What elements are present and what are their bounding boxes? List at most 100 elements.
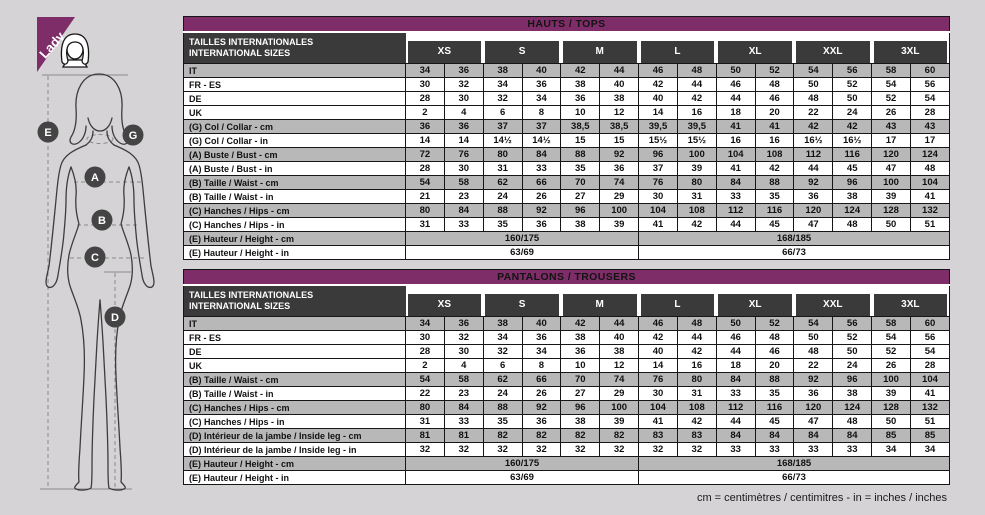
size-value: 33 [443,414,484,429]
size-value: 33 [443,217,484,232]
row-label: FR - ES [183,77,406,92]
size-value: 30 [443,161,484,176]
size-group-xl: XL [716,284,794,317]
size-group-l: L [638,284,717,317]
size-value: 27 [560,189,601,204]
table-row: (C) Hanches / Hips - cm 80 84 88 92 96 100 104 1… [183,203,950,218]
size-value: 80 [676,372,717,387]
size-value: 84 [521,147,562,162]
size-value: 52 [754,63,795,78]
size-value: 15½ [676,133,717,148]
size-value: 39 [676,161,717,176]
size-group-m: M [560,284,639,317]
size-value: 23 [443,189,484,204]
size-value: 112 [793,147,834,162]
row-label: (A) Buste / Bust - in [183,161,406,176]
size-value: 38 [832,189,873,204]
size-value: 42 [676,91,717,106]
size-value: 2 [405,358,445,373]
size-value: 32 [521,442,562,457]
size-value: 33 [521,161,562,176]
size-value: 88 [482,203,523,218]
size-value: 128 [871,203,911,218]
size-value: 84 [715,175,756,190]
size-value: 48 [793,344,834,359]
size-value: 38 [560,77,601,92]
row-label: DE [183,344,406,359]
size-value: 28 [405,91,445,106]
size-value: 29 [599,386,640,401]
size-value: 92 [793,372,834,387]
size-value: 50 [832,344,873,359]
table-row: (E) Hauteur / Height - in 63/69 66/73 [183,470,950,485]
size-value: 72 [405,147,445,162]
row-label: (C) Hanches / Hips - cm [183,400,406,415]
size-value: 83 [638,428,678,443]
size-value: 31 [405,414,445,429]
measurement-point-label: D [111,312,119,324]
size-value: 36 [560,91,601,106]
size-value: 54 [871,77,911,92]
size-value: 44 [715,217,756,232]
measurement-point-g [122,124,144,146]
size-value: 35 [482,217,523,232]
size-value: 54 [871,330,911,345]
table-row: (G) Col / Collar - in 14 14 14½ 14½ 15 15 15½ 15… [183,133,950,148]
size-tables: HAUTS / TOPS TAILLES INTERNATIONALES INTE… [183,16,951,504]
size-value: 15½ [638,133,678,148]
size-value: 54 [405,372,445,387]
size-value: 22 [405,386,445,401]
size-value: 33 [715,386,756,401]
size-value: 58 [871,63,911,78]
size-value: 124 [832,203,873,218]
size-value: 47 [793,414,834,429]
size-value: 56 [909,330,951,345]
size-value: 45 [754,217,795,232]
size-value: 32 [443,330,484,345]
size-value: 104 [638,203,678,218]
size-value: 42 [676,414,717,429]
size-value: 39,5 [676,119,717,134]
table-row: (A) Buste / Bust - cm 72 76 80 84 88 92 96 100 10… [183,147,950,162]
size-value: 116 [754,203,795,218]
size-value-merged: 63/69 [404,245,640,260]
size-value: 33 [715,189,756,204]
size-value: 36 [443,119,484,134]
size-value: 23 [443,386,484,401]
size-value-merged: 66/73 [638,245,950,260]
row-label: DE [183,91,406,106]
size-value: 15 [599,133,640,148]
size-value: 41 [715,161,756,176]
size-value: 45 [754,414,795,429]
size-value: 37 [521,119,562,134]
size-value: 14 [443,133,484,148]
size-value: 120 [871,147,911,162]
size-value: 51 [909,414,951,429]
woman-head-icon [60,33,90,68]
lady-badge-triangle [37,17,75,72]
size-value: 58 [443,372,484,387]
size-value: 82 [560,428,601,443]
size-value: 6 [482,105,523,120]
table-row: (C) Hanches / Hips - in 31 33 35 36 38 39 41 42 4… [183,414,951,429]
size-value: 62 [482,372,523,387]
measurement-point-e [37,121,59,143]
size-value: 58 [443,175,484,190]
size-value: 66 [521,372,562,387]
size-group-s: S [483,284,561,317]
row-label: (E) Hauteur / Height - in [183,245,406,260]
size-value: 36 [405,119,445,134]
size-value: 24 [482,189,523,204]
size-value: 92 [599,147,640,162]
size-value: 33 [793,442,834,457]
size-value: 38 [832,386,873,401]
row-label: IT [183,316,406,331]
size-value-merged: 63/69 [404,470,640,485]
table-row: (B) Taille / Waist - in 22 23 24 26 27 29 30 31 3… [183,386,951,401]
size-value: 34 [521,344,562,359]
size-value: 30 [405,77,445,92]
row-label: (E) Hauteur / Height - in [183,470,406,485]
size-value: 100 [599,400,640,415]
size-value: 92 [521,203,562,218]
table-row: (D) Intérieur de la jambe / Inside leg -… [183,442,951,457]
